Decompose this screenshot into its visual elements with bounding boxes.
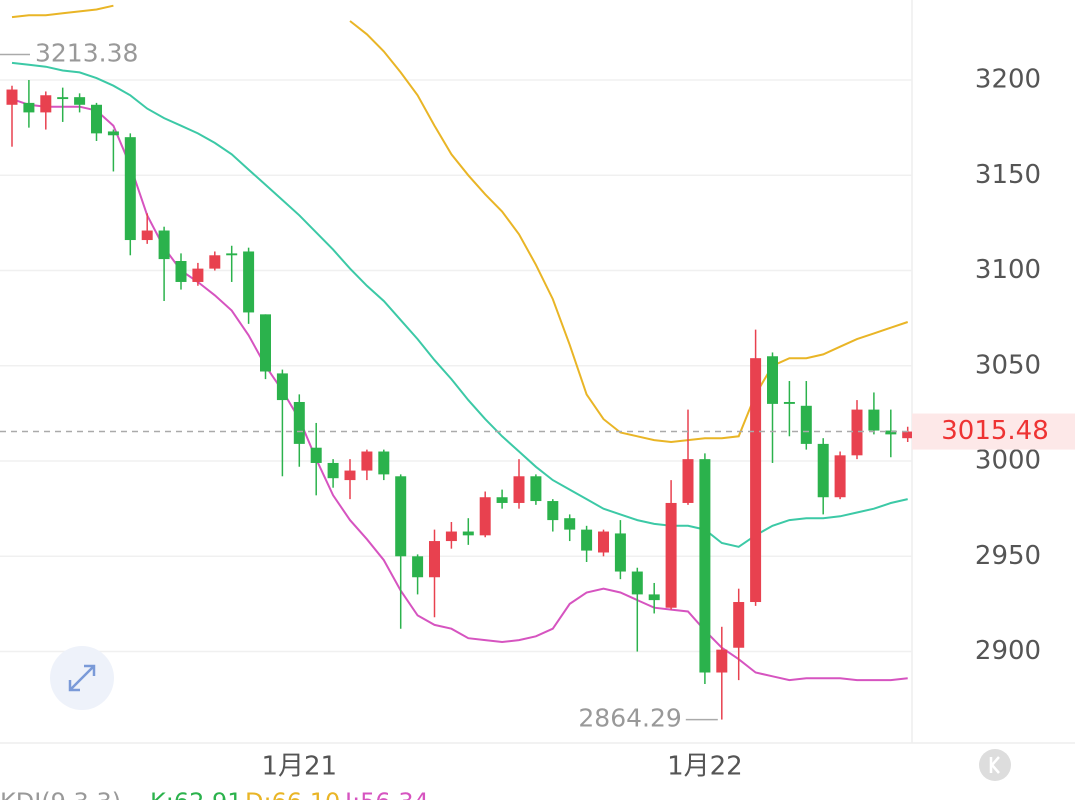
candle-body xyxy=(175,261,187,282)
candle-body xyxy=(885,430,897,435)
last-price-box xyxy=(912,413,1075,450)
candle-body xyxy=(699,459,711,673)
candle-body xyxy=(260,314,271,372)
y-tick-label: 2900 xyxy=(975,636,1041,666)
candle-body xyxy=(682,459,694,503)
candle-body xyxy=(327,462,339,479)
k-button[interactable] xyxy=(979,749,1011,781)
candle-body xyxy=(276,373,288,401)
candle-body xyxy=(124,137,136,241)
candle-body xyxy=(851,409,863,456)
candle-body xyxy=(783,401,795,404)
candle-body xyxy=(665,502,677,608)
band-line xyxy=(11,61,908,548)
candle-body xyxy=(648,594,660,601)
candle-body xyxy=(40,95,52,113)
candle-body xyxy=(226,253,238,256)
candle-body xyxy=(412,556,424,578)
candle-body xyxy=(141,230,153,241)
indicator-label: KDJ(9,3,3) xyxy=(0,788,121,800)
candle-body xyxy=(581,529,593,551)
candle-body xyxy=(902,431,914,439)
candle-body xyxy=(344,470,356,481)
candle-body xyxy=(91,104,102,134)
candle-body xyxy=(462,531,474,536)
candle-body xyxy=(564,518,576,530)
candle-body xyxy=(513,476,525,503)
candle-body xyxy=(750,358,762,603)
x-tick-label: 1月21 xyxy=(261,752,337,782)
candle-body xyxy=(243,251,255,313)
y-tick-label: 3050 xyxy=(975,350,1041,380)
candle-body xyxy=(158,230,170,260)
candle-body xyxy=(378,451,390,475)
low-marker-label: 2864.29 xyxy=(578,704,681,733)
candle-body xyxy=(716,649,728,673)
y-tick-label: 3200 xyxy=(975,65,1041,95)
y-tick-label: 3000 xyxy=(975,446,1041,476)
candle-body xyxy=(530,476,542,502)
band-line xyxy=(11,4,909,444)
candle-body xyxy=(74,97,86,105)
candle-body xyxy=(733,602,745,648)
candle-body xyxy=(429,541,440,578)
plot-area: 2900 2950 3000 3050 3100 3150 3200 1月21 1月22 3015… xyxy=(0,0,1075,782)
candle-body xyxy=(6,89,18,105)
indicator-d: D:66.10 xyxy=(245,788,340,800)
candle-body xyxy=(57,97,69,100)
candle-body xyxy=(361,451,373,471)
high-marker-label: 3213.38 xyxy=(35,39,138,68)
candle-body xyxy=(310,447,322,463)
candle-body xyxy=(817,443,829,498)
candle-body xyxy=(395,476,407,557)
candle-body xyxy=(496,497,508,503)
y-tick-label: 3100 xyxy=(975,255,1041,285)
candle-body xyxy=(767,356,778,404)
y-tick-label: 2950 xyxy=(975,541,1041,571)
candle-body xyxy=(293,401,305,444)
candle-body xyxy=(868,409,880,431)
candle-body xyxy=(23,102,35,113)
candle-body xyxy=(800,405,812,444)
candle-body xyxy=(445,531,457,542)
candle-body xyxy=(631,571,643,595)
indicator-j: J:56.34 xyxy=(343,788,429,800)
candle-body xyxy=(107,131,119,136)
last-price-label: 3015.48 xyxy=(941,416,1049,446)
candle-body xyxy=(192,268,204,282)
y-tick-label: 3150 xyxy=(975,160,1041,190)
candle-body xyxy=(209,255,221,269)
candle-body xyxy=(479,497,491,536)
x-tick-label: 1月22 xyxy=(667,752,743,782)
candle-body xyxy=(547,501,559,521)
indicator-k: K:62.91 xyxy=(150,788,243,800)
candle-body xyxy=(834,455,846,498)
candle-body xyxy=(614,533,626,572)
candle-body xyxy=(598,531,609,553)
expand-button[interactable] xyxy=(50,646,114,710)
